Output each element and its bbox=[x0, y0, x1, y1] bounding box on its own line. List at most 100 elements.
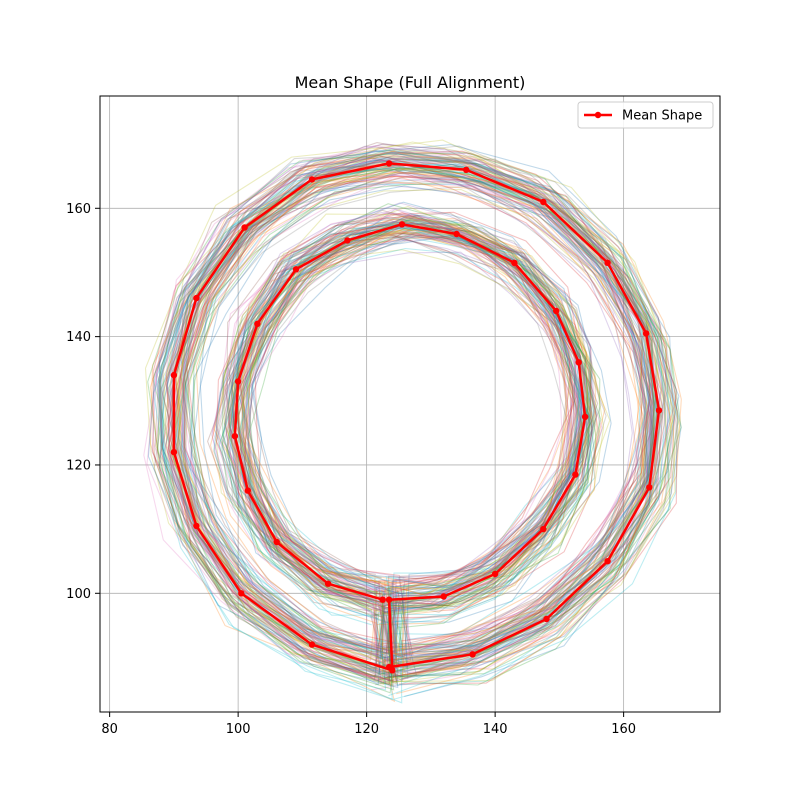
x-tick-label: 100 bbox=[226, 722, 251, 737]
aligned-shape bbox=[167, 166, 655, 675]
aligned-shape bbox=[149, 169, 655, 703]
aligned-shape bbox=[147, 158, 652, 686]
mean-shape-point bbox=[385, 160, 393, 167]
aligned-shape bbox=[189, 164, 659, 673]
y-tick-label: 160 bbox=[66, 202, 91, 217]
mean-shape-point bbox=[575, 359, 582, 366]
mean-shape-point bbox=[344, 237, 351, 244]
aligned-shape bbox=[178, 177, 650, 664]
aligned-shape bbox=[167, 161, 650, 655]
mean-shape-point bbox=[642, 330, 650, 337]
x-tick-label: 120 bbox=[354, 722, 379, 737]
y-tick-label: 100 bbox=[66, 587, 91, 602]
aligned-shape bbox=[158, 161, 678, 704]
aligned-shape bbox=[151, 143, 672, 683]
aligned-shape bbox=[199, 169, 654, 656]
aligned-shape bbox=[183, 168, 663, 669]
aligned-shape bbox=[174, 161, 652, 658]
aligned-shape bbox=[158, 149, 657, 678]
mean-shape-point bbox=[540, 198, 547, 206]
aligned-shape bbox=[170, 169, 648, 668]
mean-shape-point bbox=[463, 166, 470, 173]
aligned-shape bbox=[175, 158, 662, 682]
aligned-shape bbox=[177, 171, 645, 655]
mean-shape-point bbox=[308, 176, 316, 183]
mean-shape-point bbox=[604, 259, 611, 266]
aligned-shape bbox=[160, 151, 674, 682]
mean-shape-point bbox=[453, 230, 460, 238]
legend-label: Mean Shape bbox=[622, 109, 702, 124]
aligned-shape bbox=[166, 159, 680, 676]
aligned-shape bbox=[161, 180, 647, 676]
aligned-shape bbox=[169, 149, 657, 670]
aligned-shape bbox=[185, 174, 661, 670]
aligned-shape bbox=[167, 164, 668, 683]
aligned-shape bbox=[143, 150, 658, 691]
ticks: 80 100 120 140 160 100 120 140 160 bbox=[66, 202, 636, 737]
aligned-shape bbox=[171, 175, 655, 677]
chart-title: Mean Shape (Full Alignment) bbox=[295, 73, 526, 92]
aligned-shape bbox=[159, 156, 666, 681]
aligned-shape bbox=[162, 172, 643, 680]
mean-shape-point bbox=[234, 378, 242, 385]
legend: Mean Shape bbox=[577, 101, 714, 129]
aligned-shape bbox=[162, 157, 653, 674]
mean-shape-point bbox=[440, 593, 447, 600]
aligned-shape bbox=[153, 152, 654, 678]
mean-shape-point bbox=[324, 580, 332, 587]
mean-shape-point bbox=[308, 641, 316, 648]
aligned-shape bbox=[155, 157, 653, 664]
mean-shape-point bbox=[238, 590, 245, 597]
aligned-shape bbox=[165, 160, 648, 657]
aligned-shape bbox=[146, 158, 664, 684]
mean-shape-series bbox=[170, 160, 663, 674]
axes-frame bbox=[99, 95, 721, 713]
aligned-shape bbox=[168, 183, 654, 687]
aligned-shape bbox=[159, 159, 658, 686]
mean-shape-point bbox=[646, 484, 653, 491]
mean-shape-point bbox=[193, 294, 200, 302]
y-tick-label: 140 bbox=[66, 330, 91, 345]
legend-box bbox=[577, 101, 714, 129]
aligned-shape bbox=[174, 155, 682, 678]
y-tick-label: 120 bbox=[66, 458, 91, 473]
aligned-shape bbox=[180, 172, 651, 652]
aligned-shape bbox=[187, 168, 662, 662]
aligned-shape bbox=[181, 146, 650, 659]
aligned-shape bbox=[160, 168, 654, 681]
mean-shape-point bbox=[511, 259, 518, 266]
aligned-shape bbox=[183, 158, 675, 679]
mean-shape-point bbox=[604, 558, 611, 565]
mean-shape-point bbox=[292, 266, 300, 273]
mean-shape-line bbox=[172, 162, 661, 672]
mean-shape-point bbox=[231, 432, 239, 440]
aligned-shape bbox=[195, 175, 652, 658]
aligned-shape bbox=[153, 142, 654, 685]
aligned-shape bbox=[184, 188, 650, 673]
mean-shape-point bbox=[543, 615, 550, 623]
aligned-shape bbox=[165, 155, 646, 666]
aligned-shape bbox=[183, 176, 652, 644]
aligned-shape bbox=[156, 144, 649, 662]
aligned-shape bbox=[177, 149, 676, 676]
legend-marker bbox=[594, 111, 602, 119]
mean-shape-point bbox=[241, 224, 248, 231]
mean-shape-point bbox=[273, 538, 280, 546]
x-tick-label: 80 bbox=[101, 722, 118, 737]
mean-shape-point bbox=[389, 667, 396, 674]
aligned-shape bbox=[180, 157, 663, 653]
mean-shape-point bbox=[491, 570, 499, 578]
aligned-shape bbox=[170, 157, 644, 654]
mean-shape-point bbox=[244, 487, 251, 494]
aligned-shape bbox=[189, 175, 649, 667]
aligned-shape bbox=[158, 145, 668, 657]
aligned-shape bbox=[183, 182, 654, 661]
aligned-shape bbox=[155, 156, 673, 685]
aligned-shape bbox=[170, 164, 648, 657]
mean-shape-point bbox=[379, 596, 386, 603]
aligned-shape bbox=[180, 166, 646, 660]
aligned-shape bbox=[172, 168, 673, 679]
aligned-shape bbox=[157, 148, 671, 691]
